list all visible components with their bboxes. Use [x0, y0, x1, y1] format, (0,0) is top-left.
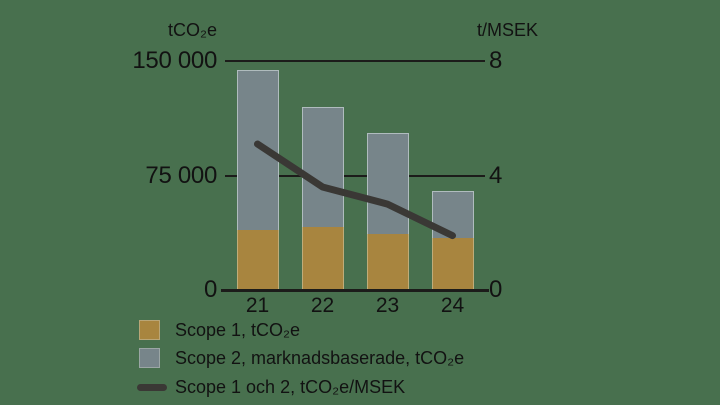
- scope2-swatch: [139, 348, 160, 368]
- bar-scope1-22: [301, 227, 344, 290]
- legend-label-scope1: Scope 1, tCO₂e: [175, 320, 301, 340]
- bar-scope1-23: [366, 233, 409, 290]
- gridline-150000: [225, 60, 485, 62]
- legend-item-scope2: Scope 2, marknadsbaserade, tCO₂e: [139, 348, 464, 368]
- bar-scope2-22: [301, 106, 344, 228]
- legend-item-intensity-line: Scope 1 och 2, tCO₂e/MSEK: [137, 377, 405, 397]
- gridline-75000: [225, 174, 485, 177]
- left-axis-tick-150000: 150 000: [132, 47, 217, 74]
- x-axis-line: [221, 289, 489, 292]
- plot-area: [225, 60, 485, 290]
- scope1-swatch: [139, 320, 160, 340]
- x-axis-label-22: 22: [310, 294, 335, 317]
- right-axis-tick-4: 4: [489, 161, 503, 189]
- left-axis-unit-label: tCO₂e: [168, 20, 217, 40]
- legend-item-scope1: Scope 1, tCO₂e: [139, 320, 300, 340]
- bar-scope1-21: [236, 230, 279, 290]
- x-axis-label-24: 24: [440, 294, 465, 317]
- right-axis-tick-0: 0: [489, 276, 503, 303]
- right-axis-unit-label: t/MSEK: [477, 20, 539, 40]
- right-axis-tick-8: 8: [489, 47, 503, 74]
- legend-label-intensity: Scope 1 och 2, tCO₂e/MSEK: [175, 377, 406, 397]
- x-axis-label-21: 21: [245, 294, 270, 317]
- intensity-line: [254, 140, 456, 240]
- left-axis-tick-0: 0: [203, 276, 217, 303]
- left-axis-tick-75000: 75 000: [145, 161, 217, 189]
- intensity-line-swatch: [137, 383, 167, 391]
- legend-label-scope2: Scope 2, marknadsbaserade, tCO₂e: [175, 348, 465, 368]
- x-axis-label-23: 23: [375, 294, 400, 317]
- bar-scope1-24: [431, 238, 474, 290]
- bar-scope2-23: [366, 132, 409, 234]
